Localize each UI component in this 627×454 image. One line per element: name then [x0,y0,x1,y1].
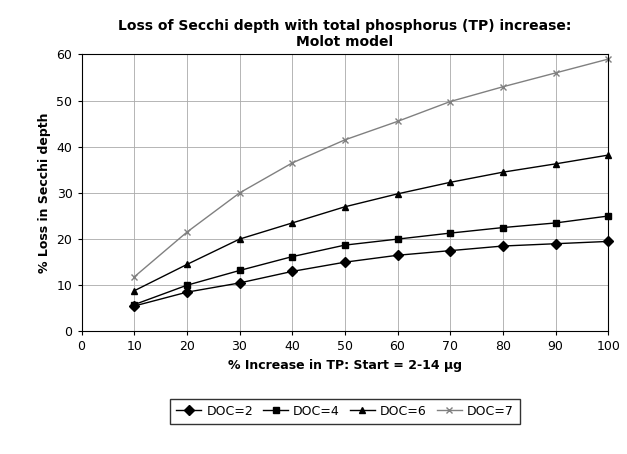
DOC=7 [130,274,138,280]
DOC=6 [183,262,191,267]
DOC=6 [288,220,296,226]
DOC=7 [604,56,612,62]
DOC=7 [552,70,559,76]
Y-axis label: % Loss in Secchi depth: % Loss in Secchi depth [38,113,51,273]
DOC=2 [288,269,296,274]
Legend: DOC=2, DOC=4, DOC=6, DOC=7: DOC=2, DOC=4, DOC=6, DOC=7 [170,399,520,424]
DOC=6 [446,180,454,185]
DOC=4 [288,254,296,259]
DOC=6 [394,191,401,197]
DOC=7 [446,99,454,104]
DOC=6 [130,288,138,294]
DOC=4 [130,302,138,307]
DOC=6 [236,237,243,242]
DOC=7 [183,229,191,235]
DOC=6 [499,169,507,175]
DOC=4 [394,237,401,242]
Line: DOC=2: DOC=2 [130,238,612,310]
Line: DOC=6: DOC=6 [130,152,612,294]
DOC=2 [552,241,559,247]
DOC=2 [183,290,191,295]
DOC=2 [446,248,454,253]
DOC=4 [604,213,612,219]
DOC=2 [604,239,612,244]
DOC=6 [341,204,349,210]
DOC=7 [499,84,507,89]
DOC=2 [394,252,401,258]
DOC=4 [552,220,559,226]
DOC=2 [130,303,138,309]
DOC=7 [236,190,243,196]
DOC=4 [446,230,454,236]
DOC=2 [236,280,243,286]
X-axis label: % Increase in TP: Start = 2-14 μg: % Increase in TP: Start = 2-14 μg [228,359,462,372]
DOC=4 [183,282,191,288]
DOC=7 [394,118,401,124]
Title: Loss of Secchi depth with total phosphorus (TP) increase:
Molot model: Loss of Secchi depth with total phosphor… [118,19,572,49]
Line: DOC=7: DOC=7 [130,56,612,281]
DOC=4 [236,268,243,273]
DOC=7 [341,137,349,143]
DOC=4 [341,242,349,248]
DOC=2 [499,243,507,249]
Line: DOC=4: DOC=4 [130,212,612,308]
DOC=2 [341,259,349,265]
DOC=6 [604,153,612,158]
DOC=4 [499,225,507,230]
DOC=7 [288,160,296,166]
DOC=6 [552,161,559,167]
